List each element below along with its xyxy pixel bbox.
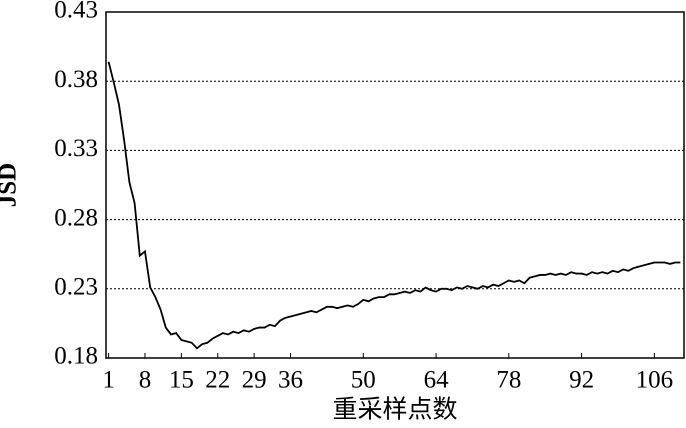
x-tick-label: 50 [351, 367, 376, 394]
x-tick-label: 36 [278, 367, 303, 394]
y-tick-label: 0.43 [54, 0, 98, 24]
y-tick-label: 0.23 [54, 274, 98, 301]
x-tick-label: 29 [242, 367, 267, 394]
x-tick-label: 106 [636, 367, 674, 394]
y-tick-label: 0.38 [54, 66, 98, 93]
data-line [107, 61, 681, 350]
y-axis-label: JSD [0, 163, 22, 207]
x-tick-label: 1 [102, 367, 115, 394]
x-tick-label: 92 [569, 367, 594, 394]
y-tick-label: 0.18 [54, 343, 98, 370]
x-tick-label: 8 [139, 367, 152, 394]
y-tick-label: 0.28 [54, 204, 98, 231]
x-tick-label: 78 [496, 367, 521, 394]
x-axis-label: 重采样点数 [332, 396, 457, 424]
x-tick-label: 22 [205, 367, 230, 394]
x-tick-label: 15 [169, 367, 194, 394]
y-tick-label: 0.33 [54, 135, 98, 162]
x-tick-label: 64 [424, 367, 450, 394]
plot-frame [105, 11, 685, 359]
